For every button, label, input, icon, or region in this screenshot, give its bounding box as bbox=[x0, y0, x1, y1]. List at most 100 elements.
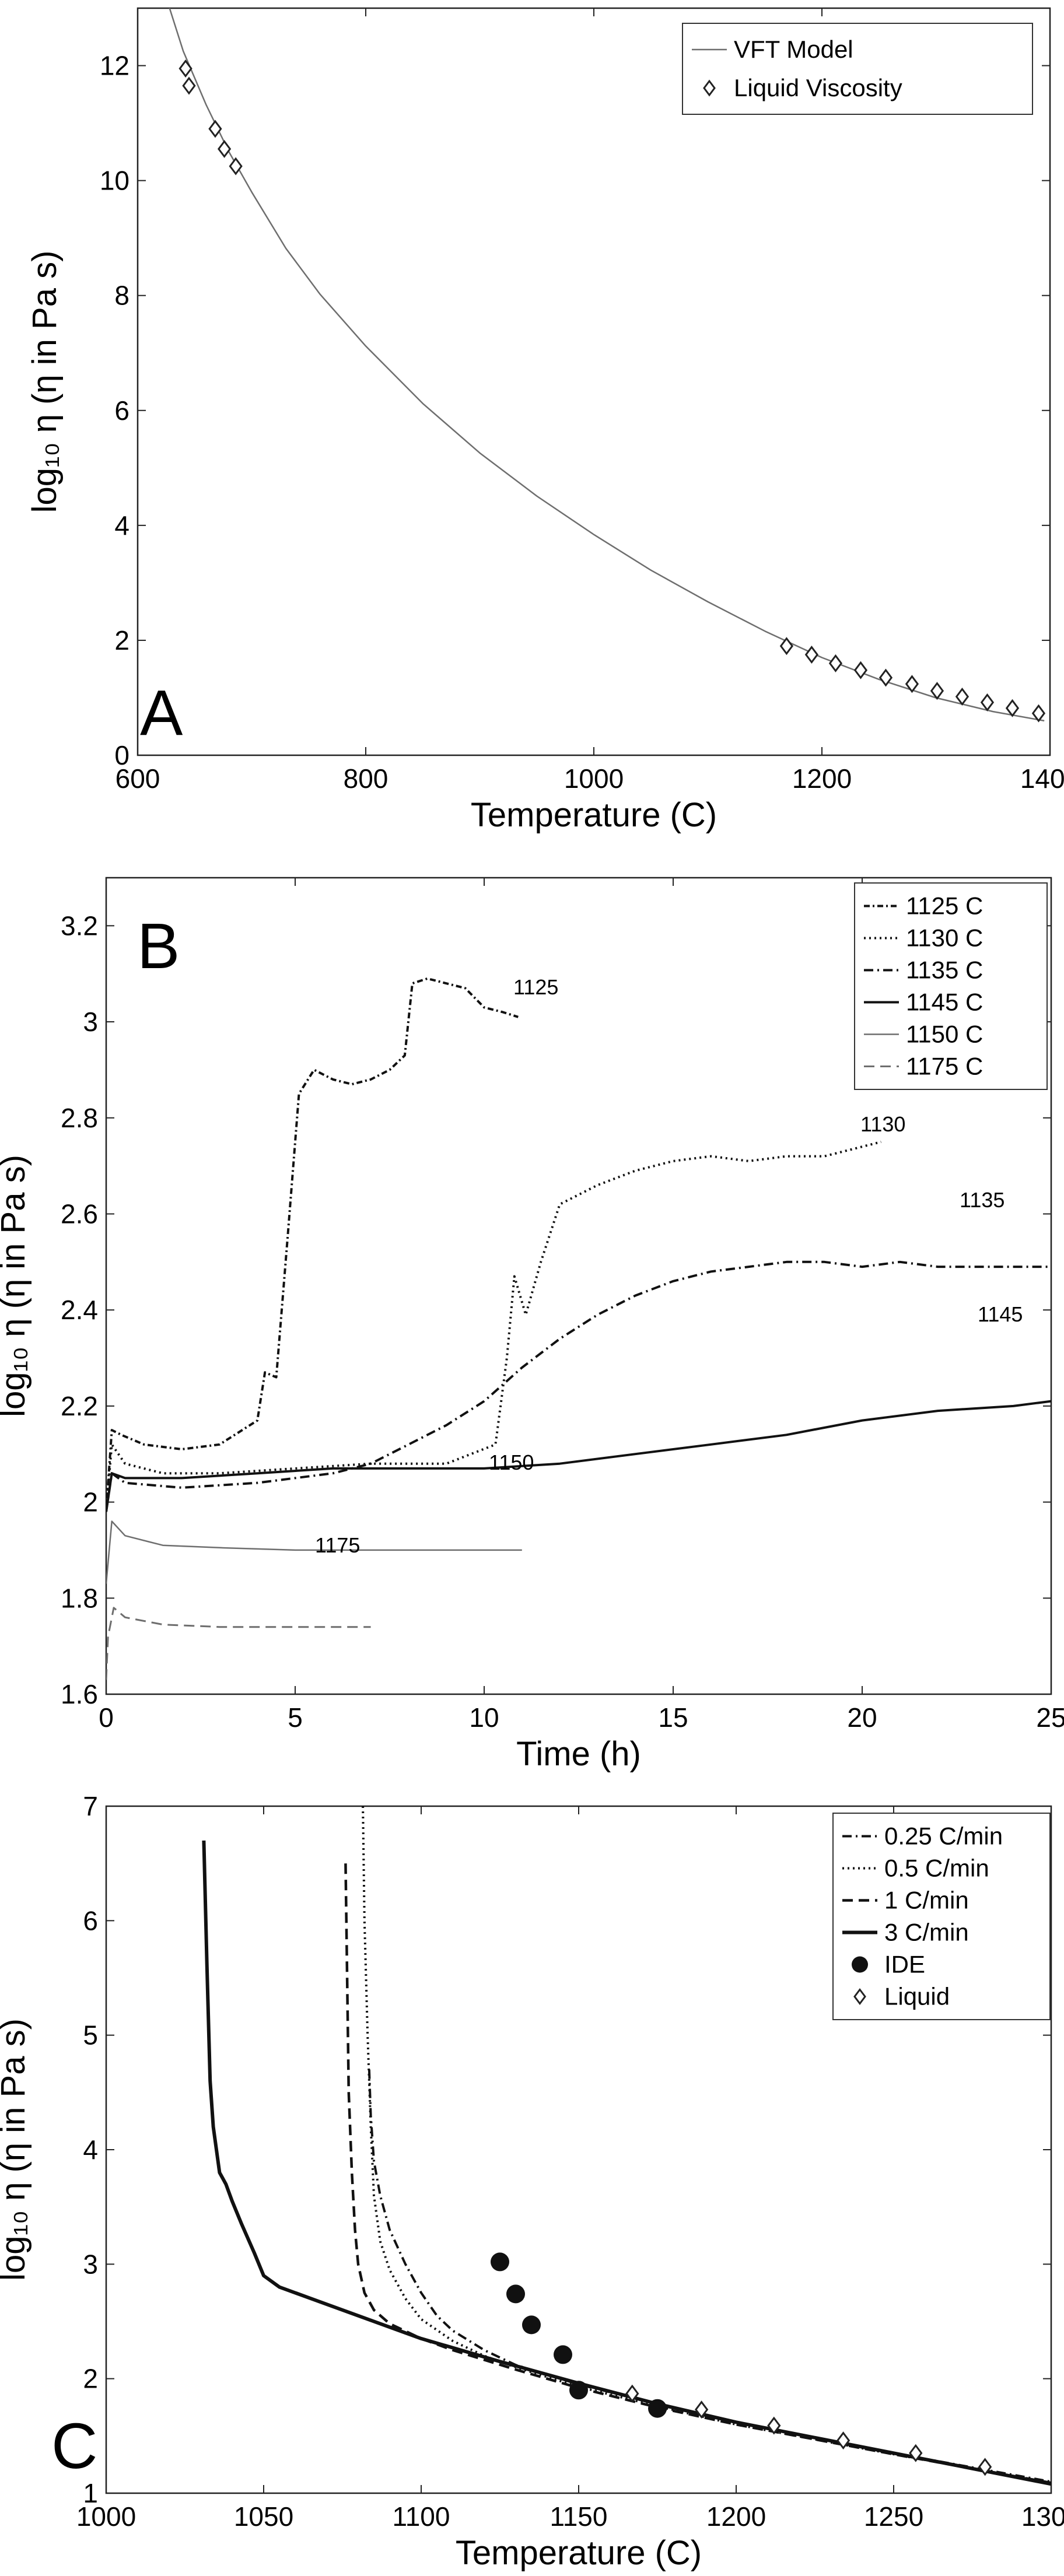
x-axis-label: Time (h) bbox=[516, 1735, 641, 1773]
series-0-5-c-min bbox=[362, 1806, 1051, 2484]
x-tick-label: 1050 bbox=[234, 2501, 293, 2532]
data-point-circle bbox=[506, 2284, 525, 2304]
y-tick-label: 2.2 bbox=[61, 1391, 98, 1421]
y-tick-label: 2 bbox=[114, 625, 130, 656]
series-group bbox=[202, 1806, 1051, 2486]
legend-item: 0.25 C/min bbox=[842, 1823, 1003, 1850]
legend-label: 1150 C bbox=[906, 1021, 983, 1048]
series-annotation: 1130 bbox=[860, 1112, 905, 1136]
series-annotation: 1135 bbox=[960, 1188, 1005, 1212]
series-annotation: 1175 bbox=[315, 1533, 360, 1557]
data-point-circle bbox=[569, 2381, 588, 2400]
data-point-diamond bbox=[909, 2444, 923, 2462]
data-point-diamond bbox=[930, 682, 944, 700]
series-1175-c bbox=[106, 1607, 371, 1680]
legend-label: 1130 C bbox=[906, 924, 983, 952]
series-line bbox=[169, 8, 1045, 722]
y-tick-label: 0 bbox=[114, 740, 130, 770]
x-tick-label: 1000 bbox=[564, 763, 624, 794]
y-tick-label: 1.6 bbox=[61, 1679, 98, 1709]
data-point-diamond bbox=[178, 59, 192, 78]
series-ide bbox=[491, 2252, 667, 2418]
legend-swatch-diamond bbox=[703, 79, 716, 97]
legend-item: 1125 C bbox=[864, 892, 983, 920]
series-1-c-min bbox=[344, 1863, 1051, 2484]
y-axis-label: log₁₀ η (η in Pa s) bbox=[0, 2018, 32, 2281]
legend-item: 1 C/min bbox=[842, 1887, 969, 1914]
legend-label: Liquid bbox=[884, 1983, 950, 2010]
y-tick-label: 2.8 bbox=[61, 1103, 98, 1133]
legend-label: 1145 C bbox=[906, 989, 983, 1016]
x-tick-label: 600 bbox=[116, 763, 160, 794]
y-axis-label: log₁₀ η (η in Pa s) bbox=[0, 1155, 32, 1417]
data-point-diamond bbox=[836, 2431, 850, 2450]
series-1145-c bbox=[106, 1400, 1051, 1512]
data-point-diamond bbox=[978, 2458, 992, 2476]
legend-label: 3 C/min bbox=[884, 1919, 969, 1946]
x-tick-label: 1150 bbox=[550, 2501, 608, 2532]
legend-label: IDE bbox=[884, 1951, 925, 1978]
x-tick-label: 1200 bbox=[706, 2501, 766, 2532]
legend-item: 0.5 C/min bbox=[842, 1855, 989, 1882]
y-tick-label: 6 bbox=[83, 1905, 98, 1936]
y-tick-label: 5 bbox=[83, 2020, 98, 2051]
x-tick-label: 800 bbox=[344, 763, 388, 794]
legend-label: 1125 C bbox=[906, 892, 983, 920]
y-tick-label: 4 bbox=[83, 2135, 98, 2165]
series-group bbox=[106, 977, 1051, 1680]
x-tick-label: 0 bbox=[99, 1702, 114, 1733]
y-tick-label: 1 bbox=[83, 2478, 98, 2508]
data-point-circle bbox=[554, 2345, 572, 2364]
legend-swatch-diamond bbox=[853, 1988, 866, 2005]
legend-item: 1130 C bbox=[864, 924, 983, 952]
legend-item: 1175 C bbox=[864, 1053, 983, 1080]
legend-box bbox=[854, 882, 1048, 1090]
legend-box bbox=[682, 23, 1033, 115]
x-tick-label: 1000 bbox=[76, 2501, 136, 2532]
y-tick-label: 8 bbox=[114, 281, 130, 311]
legend-item: 1145 C bbox=[864, 989, 983, 1016]
legend-item: 1135 C bbox=[864, 956, 983, 984]
x-tick-label: 1300 bbox=[1021, 2501, 1064, 2532]
legend-item: IDE bbox=[852, 1951, 925, 1978]
x-tick-label: 1200 bbox=[792, 763, 852, 794]
x-tick-label: 20 bbox=[847, 1702, 877, 1733]
legend-swatch-circle bbox=[852, 1956, 868, 1973]
series-line bbox=[344, 1863, 1051, 2484]
legend-item: Liquid bbox=[853, 1983, 950, 2010]
x-axis-label: Temperature (C) bbox=[456, 2534, 702, 2572]
data-point-diamond bbox=[955, 687, 970, 706]
series-annotation: 1150 bbox=[489, 1450, 534, 1474]
x-axis-label: Temperature (C) bbox=[471, 796, 717, 834]
panel-label: C bbox=[51, 2410, 97, 2482]
data-point-diamond bbox=[905, 675, 919, 693]
legend-label: 1135 C bbox=[906, 956, 983, 984]
data-point-diamond bbox=[779, 637, 794, 656]
x-tick-label: 10 bbox=[469, 1702, 499, 1733]
legend-item: VFT Model bbox=[692, 36, 853, 63]
legend-label: 1175 C bbox=[906, 1053, 983, 1080]
y-tick-label: 2.6 bbox=[61, 1198, 98, 1229]
data-point-diamond bbox=[828, 654, 843, 672]
legend-label: 1 C/min bbox=[884, 1887, 969, 1914]
legend: 1125 C 1130 C 1135 C 1145 C 1150 C 1175 C bbox=[854, 882, 1048, 1090]
data-point-circle bbox=[491, 2252, 509, 2272]
data-point-diamond bbox=[182, 76, 196, 95]
y-tick-label: 6 bbox=[114, 395, 130, 426]
series-group bbox=[169, 8, 1046, 723]
y-axis-label: log₁₀ η (η in Pa s) bbox=[26, 251, 64, 513]
y-tick-label: 2 bbox=[83, 2364, 98, 2394]
y-tick-label: 3 bbox=[83, 2249, 98, 2279]
legend-item: 1150 C bbox=[864, 1021, 983, 1048]
panel-label: B bbox=[137, 910, 180, 982]
legend-item: 3 C/min bbox=[842, 1919, 969, 1946]
data-point-diamond bbox=[1031, 704, 1046, 723]
data-point-diamond bbox=[229, 157, 243, 176]
series-1135-c bbox=[106, 1260, 1051, 1512]
legend-label: Liquid Viscosity bbox=[734, 74, 902, 101]
series-annotation: 1145 bbox=[978, 1302, 1023, 1326]
series-line bbox=[362, 1806, 1051, 2484]
legend-label: VFT Model bbox=[734, 36, 853, 63]
